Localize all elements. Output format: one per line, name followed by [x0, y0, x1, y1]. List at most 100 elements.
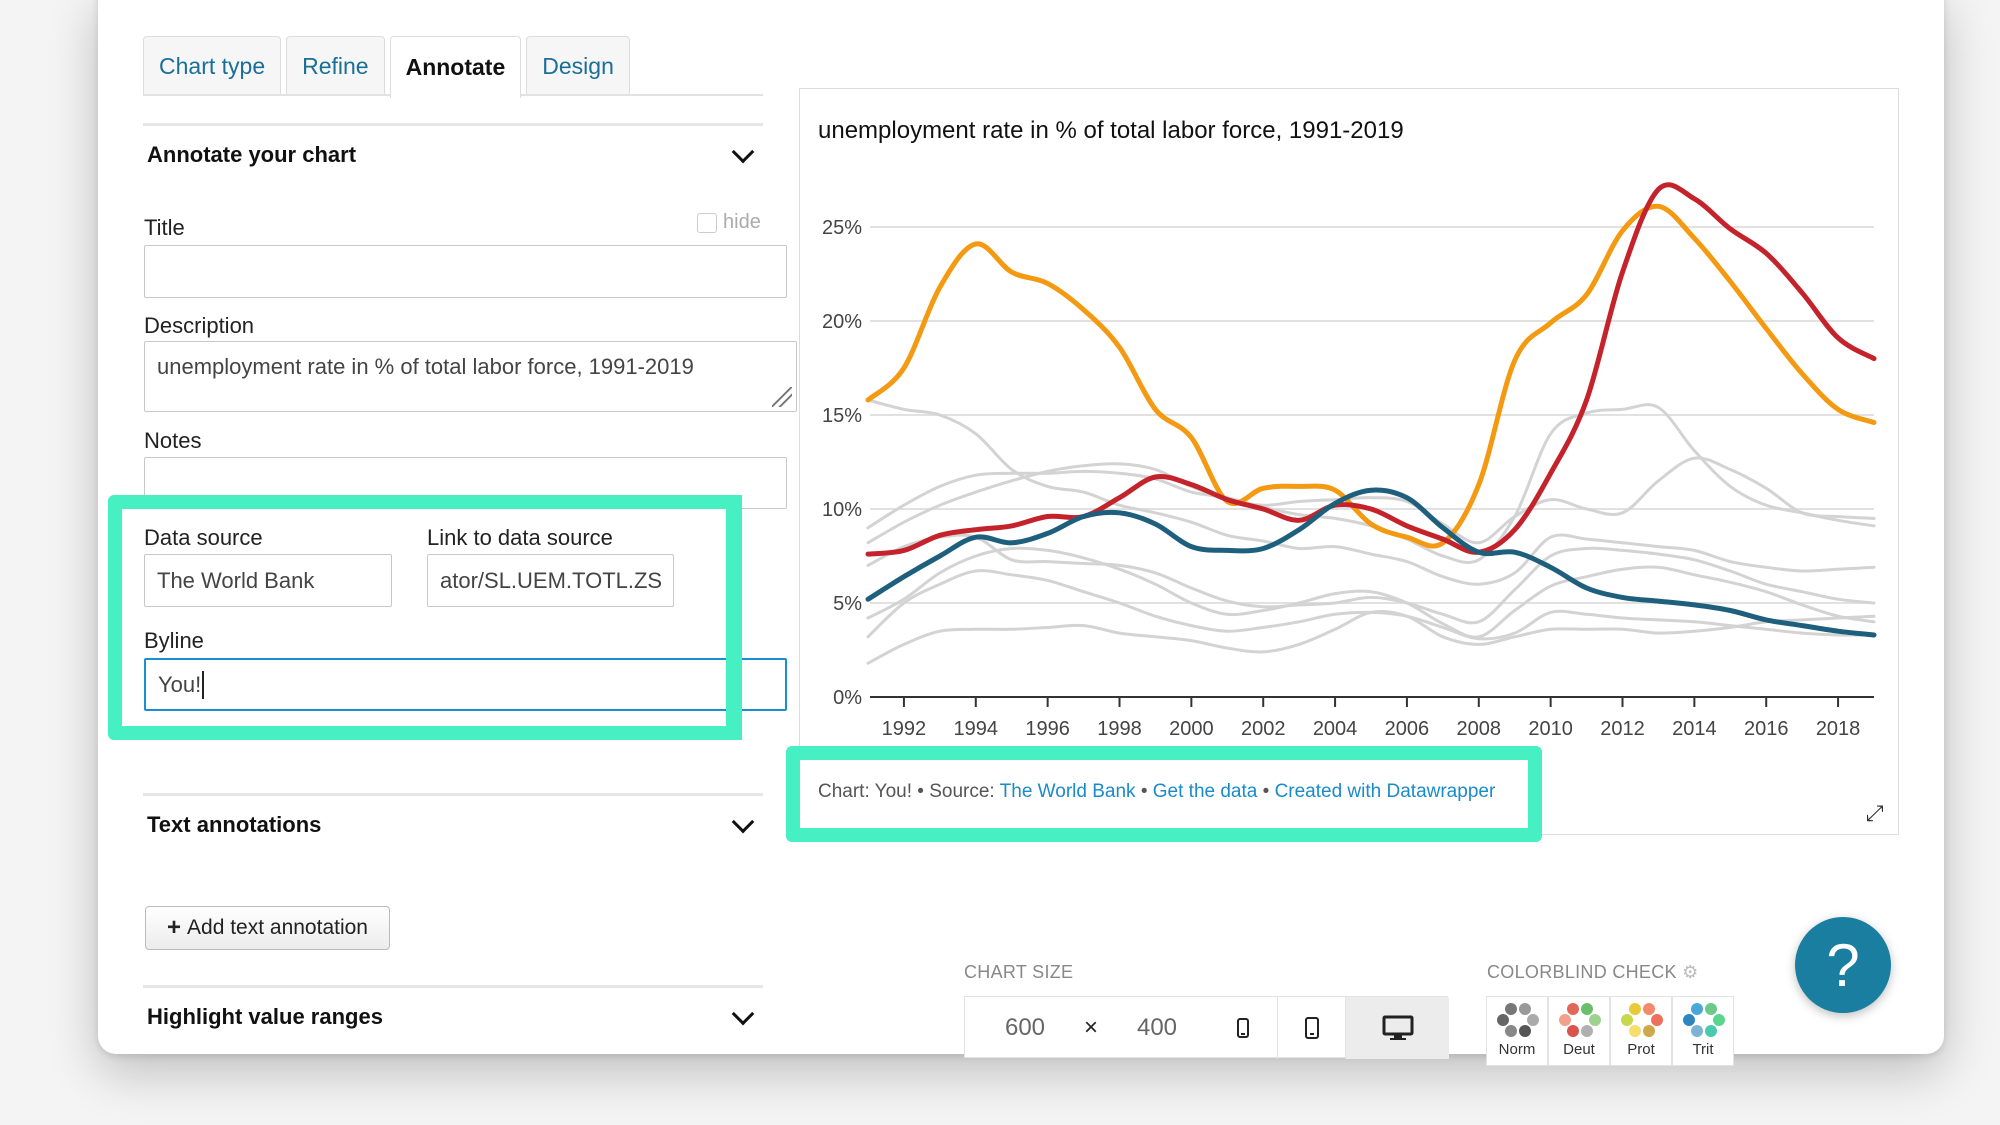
data-source-label: Data source — [144, 525, 263, 550]
palette-dot — [1567, 1025, 1579, 1037]
x-tick-label: 1994 — [954, 718, 999, 740]
tab-refine[interactable]: Refine — [286, 36, 385, 96]
colorblind-trit[interactable]: Trit — [1672, 996, 1734, 1066]
palette-dot — [1621, 1014, 1633, 1026]
x-tick-label: 2016 — [1744, 718, 1789, 740]
highlight-right-edge — [726, 495, 742, 740]
series-line-grey-5 — [866, 456, 1876, 545]
y-tick-label: 15% — [822, 405, 862, 427]
series-line-grey-4 — [866, 403, 1876, 564]
x-tick-label: 2008 — [1457, 718, 1502, 740]
add-text-annotation-button[interactable]: + Add text annotation — [145, 906, 390, 950]
x-tick-label: 2000 — [1169, 718, 1214, 740]
footer-sep: • — [1135, 781, 1153, 802]
x-tick-label: 1998 — [1097, 718, 1142, 740]
x-tick-label: 2014 — [1672, 718, 1717, 740]
expand-icon[interactable]: ⤡ — [1862, 804, 1888, 822]
colorblind-label: COLORBLIND CHECK ⚙ — [1487, 962, 1699, 983]
step-tabs: Chart type Refine Annotate Design — [143, 36, 763, 98]
help-button[interactable]: ? — [1795, 917, 1891, 1013]
norm-label: Norm — [1498, 1041, 1536, 1058]
palette-dot — [1705, 1003, 1717, 1015]
gear-icon[interactable]: ⚙ — [1682, 962, 1699, 982]
byline-input[interactable]: You! — [144, 658, 787, 711]
link-input[interactable]: ator/SL.UEM.TOTL.ZS — [427, 554, 674, 607]
plus-icon: + — [167, 914, 182, 941]
chart-footer: Chart: You! • Source: The World Bank • G… — [818, 781, 1495, 803]
trit-dots-icon — [1673, 997, 1733, 1041]
hide-title-toggle[interactable]: hide — [697, 211, 761, 234]
phone-small-icon[interactable] — [1209, 997, 1277, 1059]
height-input[interactable]: 400 — [1136, 1014, 1178, 1041]
colorblind-label-text: COLORBLIND CHECK — [1487, 962, 1677, 982]
line-chart: 0% 5% 10% 15% 20% 25% 1992 1994 1996 1998 2000 2002… — [822, 182, 1877, 740]
footer-prefix: Chart: You! • Source: — [818, 781, 1000, 802]
x-tick-label: 2018 — [1816, 718, 1861, 740]
chart-size-controls: 600 × 400 — [964, 996, 1449, 1059]
highlight-ranges-header[interactable]: Highlight value ranges — [143, 985, 763, 1045]
x-tick-label: 2002 — [1241, 718, 1286, 740]
highlight-ranges-title: Highlight value ranges — [147, 1003, 383, 1029]
colorblind-prot[interactable]: Prot — [1610, 996, 1672, 1066]
palette-dot — [1643, 1025, 1655, 1037]
byline-text: You! — [158, 671, 202, 697]
source-link[interactable]: The World Bank — [999, 781, 1136, 802]
colorblind-norm[interactable]: Norm — [1486, 996, 1548, 1066]
description-text: unemployment rate in % of total labor fo… — [157, 354, 694, 379]
datawrapper-link[interactable]: Created with Datawrapper — [1274, 781, 1496, 802]
hide-checkbox[interactable] — [697, 212, 717, 233]
notes-label: Notes — [144, 428, 202, 453]
annotate-section-title: Annotate your chart — [147, 141, 357, 167]
palette-dot — [1643, 1003, 1655, 1015]
palette-dot — [1519, 1025, 1531, 1037]
tab-design[interactable]: Design — [526, 36, 630, 96]
resize-handle-icon[interactable] — [772, 387, 792, 407]
data-source-input[interactable]: The World Bank — [144, 554, 392, 607]
palette-dot — [1691, 1025, 1703, 1037]
description-textarea[interactable]: unemployment rate in % of total labor fo… — [144, 341, 797, 412]
annotate-section-header[interactable]: Annotate your chart — [143, 123, 763, 183]
tab-annotate[interactable]: Annotate — [389, 36, 522, 98]
link-label: Link to data source — [427, 525, 613, 550]
series-line-grey-9 — [866, 609, 1876, 665]
colorblind-deut[interactable]: Deut — [1548, 996, 1610, 1066]
text-annotations-title: Text annotations — [147, 811, 322, 837]
palette-dot — [1705, 1025, 1717, 1037]
palette-dot — [1651, 1014, 1663, 1026]
palette-dot — [1505, 1025, 1517, 1037]
title-label: Title — [144, 215, 185, 240]
deut-dots-icon — [1549, 997, 1609, 1041]
prot-dots-icon — [1611, 997, 1671, 1041]
chevron-down-icon[interactable] — [731, 140, 755, 164]
y-tick-label: 25% — [822, 217, 862, 239]
width-input[interactable]: 600 — [1004, 1014, 1046, 1041]
trit-label: Trit — [1692, 1041, 1714, 1058]
series-line-grey-7 — [866, 546, 1876, 639]
x-tick-label: 1996 — [1025, 718, 1070, 740]
tab-chart-type[interactable]: Chart type — [143, 36, 282, 96]
chart-size-label: CHART SIZE — [964, 962, 1074, 982]
add-text-annotation-label: Add text annotation — [187, 916, 368, 939]
y-tick-label: 20% — [822, 311, 862, 333]
x-tick-label: 2010 — [1528, 718, 1573, 740]
byline-label: Byline — [144, 628, 204, 653]
series-line-orange-0 — [865, 203, 1877, 549]
phone-large-icon[interactable] — [1277, 997, 1345, 1059]
palette-dot — [1629, 1025, 1641, 1037]
series-line-red-1 — [865, 182, 1877, 557]
desktop-icon[interactable] — [1345, 997, 1449, 1059]
chart-title: unemployment rate in % of total labor fo… — [818, 117, 1404, 144]
text-annotations-header[interactable]: Text annotations — [143, 793, 763, 853]
y-tick-label: 5% — [833, 593, 862, 615]
palette-dot — [1497, 1014, 1509, 1026]
footer-highlight-box — [786, 746, 1542, 842]
chevron-down-icon[interactable] — [731, 1002, 755, 1026]
chevron-down-icon[interactable] — [731, 810, 755, 834]
series-line-grey-3 — [866, 398, 1876, 586]
palette-dot — [1527, 1014, 1539, 1026]
deut-label: Deut — [1563, 1041, 1595, 1058]
palette-dot — [1713, 1014, 1725, 1026]
title-input[interactable] — [144, 245, 787, 298]
get-data-link[interactable]: Get the data — [1152, 781, 1258, 802]
description-label: Description — [144, 313, 255, 338]
